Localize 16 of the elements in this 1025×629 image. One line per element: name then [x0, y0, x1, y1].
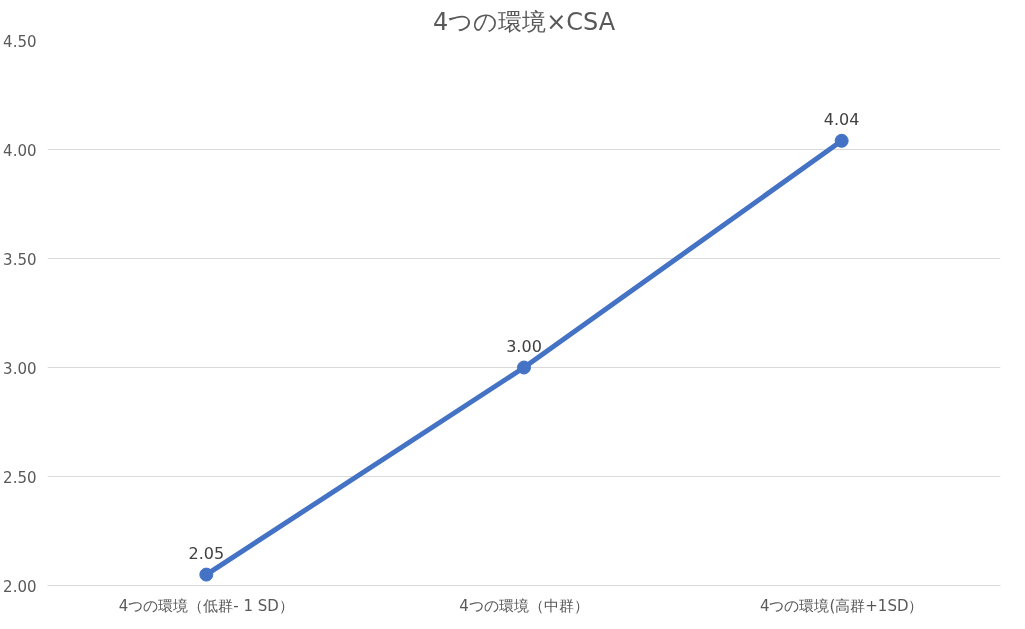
- y-tick-label: 2.00: [3, 577, 37, 596]
- data-label: 4.04: [823, 109, 860, 129]
- y-tick-label: 4.50: [3, 32, 37, 51]
- x-tick-label: 4つの環境（中群）: [459, 596, 589, 615]
- data-label: 3.00: [506, 336, 542, 356]
- x-tick-label: 4つの環境（低群- 1 SD）: [118, 596, 294, 615]
- y-tick-label: 3.00: [3, 359, 37, 378]
- data-label: 2.05: [188, 543, 225, 563]
- chart-title: 4つの環境×CSA: [432, 7, 616, 36]
- point: [199, 567, 214, 582]
- point: [517, 360, 531, 375]
- y-tick-label: 2.50: [3, 468, 37, 487]
- y-tick-label: 4.00: [3, 141, 37, 160]
- x-tick-label: 4つの環境(高群+1SD）: [759, 596, 924, 615]
- y-tick-label: 3.50: [3, 250, 37, 269]
- point: [834, 133, 849, 148]
